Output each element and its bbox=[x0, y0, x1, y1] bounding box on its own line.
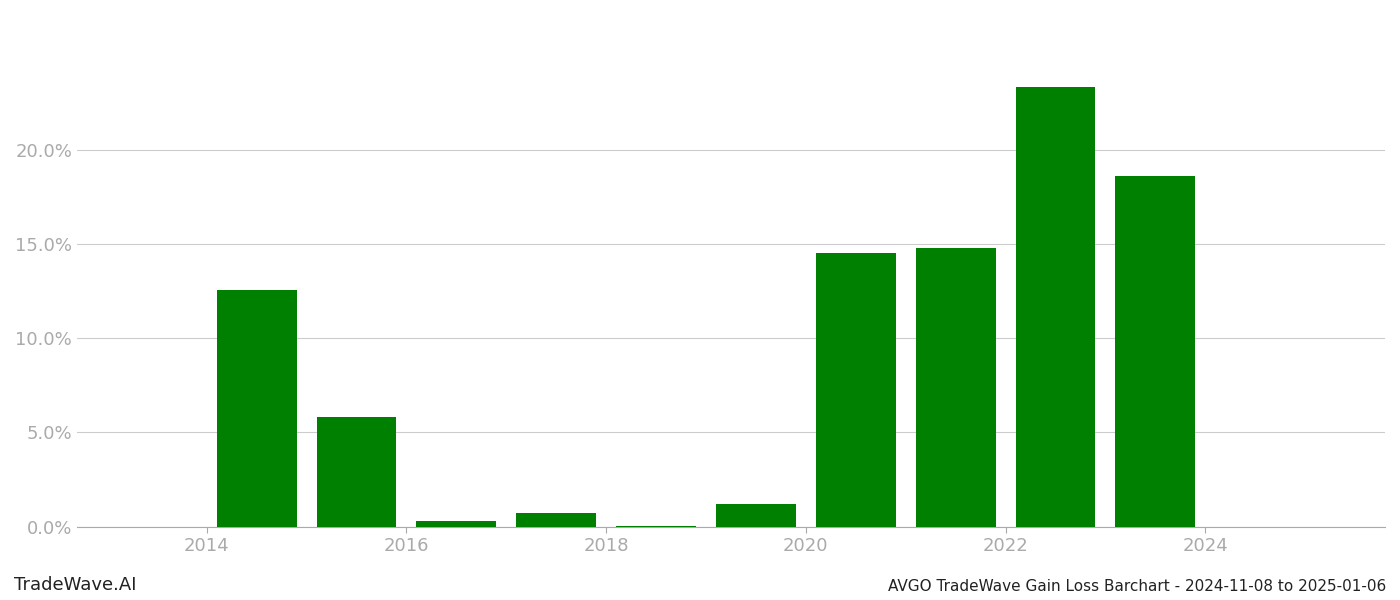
Text: AVGO TradeWave Gain Loss Barchart - 2024-11-08 to 2025-01-06: AVGO TradeWave Gain Loss Barchart - 2024… bbox=[888, 579, 1386, 594]
Text: TradeWave.AI: TradeWave.AI bbox=[14, 576, 137, 594]
Bar bbox=[616, 526, 696, 527]
Bar bbox=[816, 253, 896, 527]
Bar bbox=[316, 417, 396, 527]
Bar bbox=[1015, 88, 1095, 527]
Bar bbox=[715, 504, 795, 527]
Bar bbox=[517, 514, 596, 527]
Bar bbox=[1116, 176, 1196, 527]
Bar bbox=[416, 521, 496, 527]
Bar bbox=[916, 248, 995, 527]
Bar bbox=[217, 290, 297, 527]
